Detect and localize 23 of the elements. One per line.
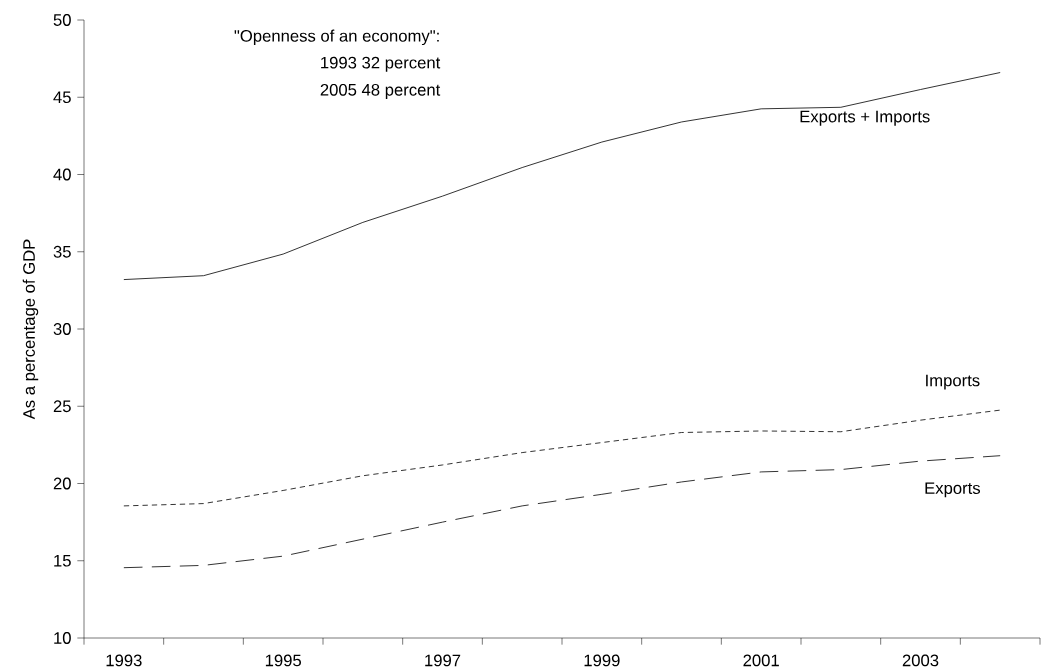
y-tick-label: 35: [53, 245, 71, 258]
annotation: 2005 48 percent: [320, 83, 441, 100]
x-tick-label: 1999: [584, 654, 620, 667]
y-tick-label: 25: [53, 400, 71, 413]
y-tick-label: 20: [53, 477, 71, 490]
y-tick-label: 45: [53, 91, 71, 104]
y-tick-label: 30: [53, 323, 71, 335]
series-label: Exports: [925, 482, 981, 498]
x-tick-label: 2001: [743, 654, 779, 667]
x-tick-label: 2003: [902, 654, 939, 667]
y-axis-title: As a percentage of GDP: [22, 239, 39, 420]
series-label: Exports + Imports: [800, 110, 930, 126]
annotation: 1993 32 percent: [321, 56, 441, 72]
y-tick-label: 50: [53, 14, 71, 26]
x-tick-label: 1993: [106, 654, 142, 667]
y-tick-label: 10: [54, 632, 71, 644]
annotation: "Openness of an economy":: [234, 29, 439, 46]
x-tick-label: 1997: [425, 654, 461, 667]
line-series: [123, 72, 1001, 280]
y-tick-label: 40: [53, 168, 71, 181]
x-tick-label: 1995: [265, 654, 302, 667]
series-label: Imports: [926, 374, 980, 390]
y-tick-label: 15: [54, 554, 71, 567]
